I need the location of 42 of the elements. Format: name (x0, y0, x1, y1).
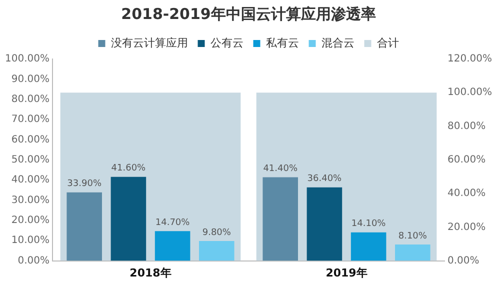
y-tick-label: 90.00% (11, 74, 50, 85)
legend-label: 没有云计算应用 (110, 36, 188, 50)
y-tick-label: 60.00% (11, 134, 50, 146)
data-label: 41.60% (111, 164, 146, 174)
data-label: 41.40% (263, 164, 298, 174)
data-label: 14.10% (351, 219, 386, 230)
y2-tick-label: 100.00% (448, 87, 492, 98)
bar (199, 241, 234, 261)
y2-tick-label: 80.00% (448, 120, 486, 132)
y2-tick-label: 120.00% (448, 54, 492, 65)
bar (154, 231, 190, 261)
bar (350, 232, 386, 261)
y-tick-label: 0.00% (18, 255, 50, 266)
data-label: 14.70% (155, 218, 190, 228)
legend-label: 混合云 (321, 36, 354, 50)
y2-tick-label: 60.00% (448, 154, 486, 166)
chart-title: 2018-2019年中国云计算应用渗透率 (121, 4, 376, 23)
data-label: 36.40% (307, 174, 342, 184)
bar (110, 176, 146, 261)
y-tick-label: 80.00% (11, 94, 50, 105)
bar (262, 177, 298, 261)
y2-tick-label: 40.00% (448, 188, 486, 200)
legend-label: 合计 (376, 36, 399, 50)
y-tick-label: 30.00% (11, 194, 50, 206)
y-tick-label: 40.00% (11, 174, 50, 186)
data-label: 9.80% (202, 228, 232, 238)
bar (395, 244, 430, 261)
x-tick-label: 2019年 (326, 266, 368, 280)
bar (66, 192, 102, 261)
bar (306, 187, 342, 261)
y2-tick-label: 0.00% (448, 255, 480, 266)
y-tick-label: 10.00% (11, 235, 50, 246)
y-tick-label: 20.00% (11, 215, 50, 226)
data-label: 8.10% (398, 231, 428, 242)
data-label: 33.90% (67, 179, 102, 190)
y-tick-label: 50.00% (11, 154, 50, 166)
legend-label: 私有云 (266, 36, 299, 50)
y2-tick-label: 20.00% (448, 222, 486, 233)
y-tick-label: 100.00% (4, 54, 50, 65)
legend-label: 公有云 (210, 36, 244, 50)
x-tick-label: 2018年 (130, 266, 172, 280)
y-tick-label: 70.00% (11, 114, 50, 126)
